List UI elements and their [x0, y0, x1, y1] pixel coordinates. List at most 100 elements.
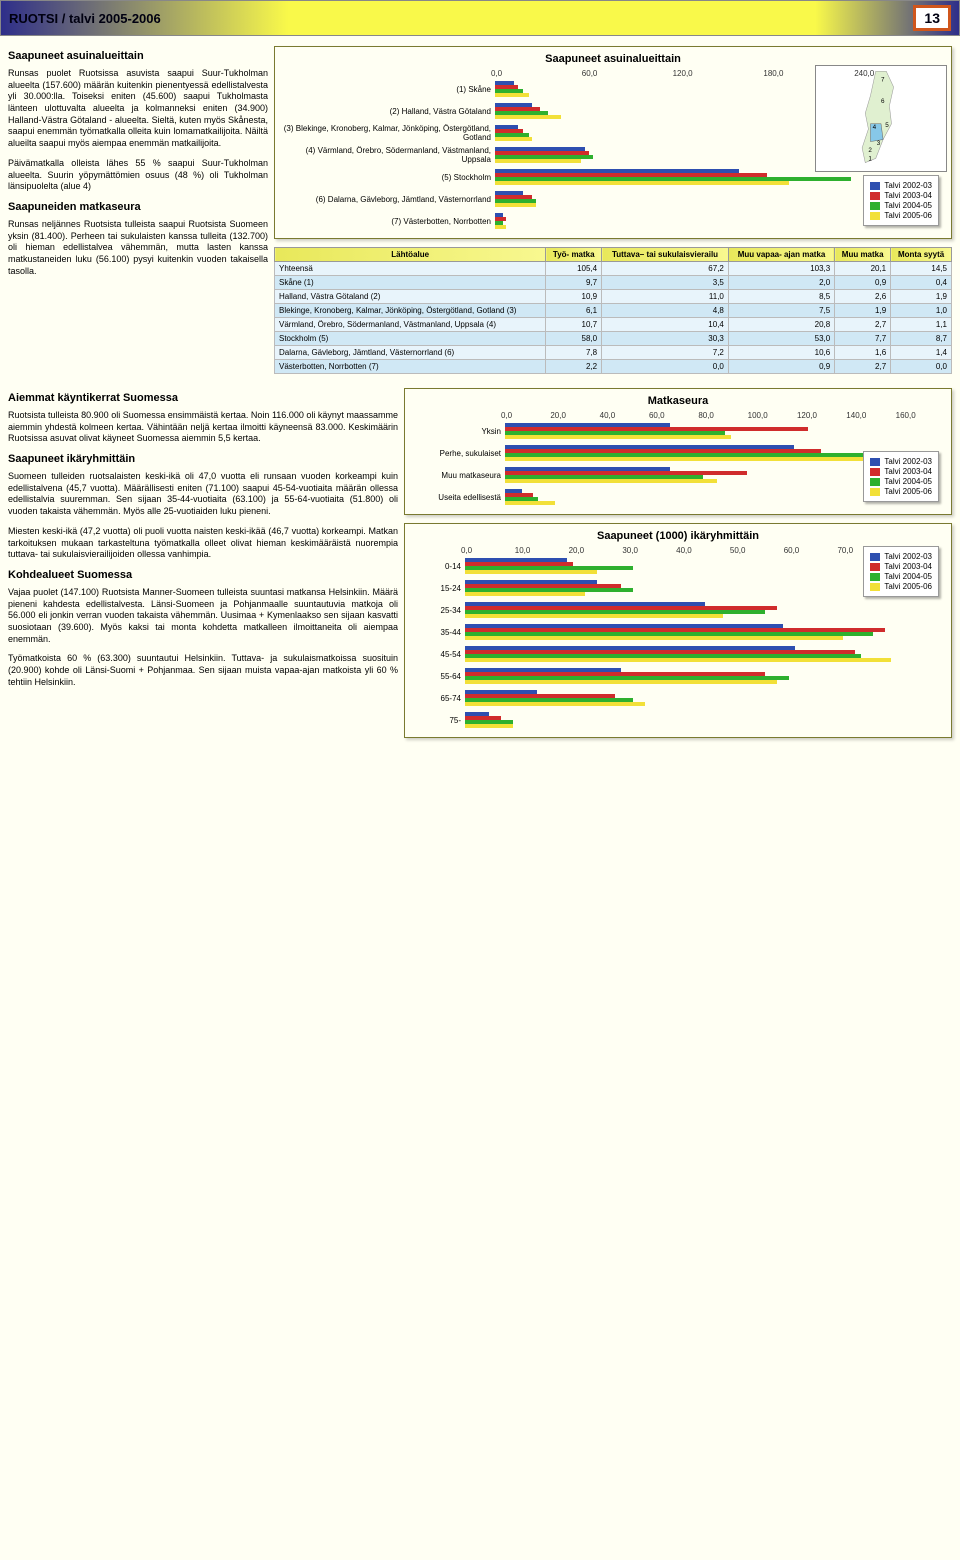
chart-travel-company: Matkaseura 0,020,040,060,080,0100,0120,0…: [404, 388, 952, 515]
legend-item: Talvi 2003-04: [870, 467, 932, 476]
axis-tick: 50,0: [730, 546, 784, 555]
legend-item: Talvi 2004-05: [870, 477, 932, 486]
table-row: Värmland, Örebro, Södermanland, Västmanl…: [275, 318, 952, 332]
axis-tick: 20,0: [569, 546, 623, 555]
table-cell: 1,9: [891, 290, 952, 304]
legend-item: Talvi 2005-06: [870, 211, 932, 220]
chart-row-label: 35-44: [411, 628, 465, 637]
chart-row: (7) Västerbotten, Norrbotten: [281, 210, 945, 232]
legend-item: Talvi 2005-06: [870, 582, 932, 591]
table-cell: 1,6: [835, 346, 891, 360]
table-cell: 10,9: [546, 290, 602, 304]
table-cell: 67,2: [602, 262, 729, 276]
table-cell: 0,0: [602, 360, 729, 374]
chart-row-label: (3) Blekinge, Kronoberg, Kalmar, Jönköpi…: [281, 124, 495, 142]
chart-title: Saapuneet asuinalueittain: [281, 53, 945, 65]
chart-row-label: Useita edellisestä: [411, 493, 505, 502]
axis-tick: 0,0: [501, 411, 550, 420]
chart-row-label: 65-74: [411, 694, 465, 703]
chart-row: Yksin: [411, 420, 945, 442]
table-cell: 2,7: [835, 360, 891, 374]
legend-item: Talvi 2004-05: [870, 572, 932, 581]
axis-tick: 60,0: [784, 546, 838, 555]
chart-row: 25-34: [411, 599, 945, 621]
table-cell: 10,7: [546, 318, 602, 332]
legend-item: Talvi 2003-04: [870, 191, 932, 200]
table-cell: Skåne (1): [275, 276, 546, 290]
table-cell: 9,7: [546, 276, 602, 290]
table-cell: Värmland, Örebro, Södermanland, Västmanl…: [275, 318, 546, 332]
axis-tick: 80,0: [698, 411, 747, 420]
table-cell: 10,4: [602, 318, 729, 332]
body-text: Päivämatkalla olleista lähes 55 % saapui…: [8, 158, 268, 193]
axis-tick: 30,0: [622, 546, 676, 555]
body-text: Miesten keski-ikä (47,2 vuotta) oli puol…: [8, 526, 398, 561]
axis-tick: 100,0: [748, 411, 797, 420]
axis-tick: 20,0: [550, 411, 599, 420]
chart-row: 35-44: [411, 621, 945, 643]
chart-row: 55-64: [411, 665, 945, 687]
section-heading: Aiemmat käyntikerrat Suomessa: [8, 392, 398, 404]
table-row: Skåne (1)9,73,52,00,90,4: [275, 276, 952, 290]
chart-row: (2) Halland, Västra Götaland: [281, 100, 945, 122]
legend-item: Talvi 2002-03: [870, 457, 932, 466]
table-cell: 2,2: [546, 360, 602, 374]
table-row: Dalarna, Gävleborg, Jämtland, Västernorr…: [275, 346, 952, 360]
table-cell: Blekinge, Kronoberg, Kalmar, Jönköping, …: [275, 304, 546, 318]
table-cell: 105,4: [546, 262, 602, 276]
table-cell: 11,0: [602, 290, 729, 304]
table-cell: 7,7: [835, 332, 891, 346]
table-header: Tuttava– tai sukulaisvierailu: [602, 248, 729, 262]
table-cell: 20,8: [728, 318, 834, 332]
table-row: Stockholm (5)58,030,353,07,78,7: [275, 332, 952, 346]
axis-tick: 60,0: [649, 411, 698, 420]
table-cell: 0,0: [891, 360, 952, 374]
axis-tick: 60,0: [582, 69, 673, 78]
section-heading: Saapuneiden matkaseura: [8, 201, 268, 213]
chart-row-label: (7) Västerbotten, Norrbotten: [281, 217, 495, 226]
body-text: Runsas neljännes Ruotsista tulleista saa…: [8, 219, 268, 277]
page-number: 13: [913, 5, 951, 31]
table-cell: 6,1: [546, 304, 602, 318]
table-row: Västerbotten, Norrbotten (7)2,20,00,92,7…: [275, 360, 952, 374]
axis-tick: 40,0: [600, 411, 649, 420]
chart-row-label: 15-24: [411, 584, 465, 593]
table-cell: 103,3: [728, 262, 834, 276]
table-cell: Yhteensä: [275, 262, 546, 276]
axis-tick: 0,0: [491, 69, 582, 78]
chart-row-label: 25-34: [411, 606, 465, 615]
table-cell: 7,5: [728, 304, 834, 318]
table-header: Työ- matka: [546, 248, 602, 262]
section-heading: Kohdealueet Suomessa: [8, 569, 398, 581]
table-header: Monta syytä: [891, 248, 952, 262]
table-cell: 1,9: [835, 304, 891, 318]
chart-row: (4) Värmland, Örebro, Södermanland, Väst…: [281, 144, 945, 166]
table-header: Muu matka: [835, 248, 891, 262]
table-cell: 8,7: [891, 332, 952, 346]
legend-item: Talvi 2003-04: [870, 562, 932, 571]
table-cell: 1,0: [891, 304, 952, 318]
table-cell: 30,3: [602, 332, 729, 346]
page-header: RUOTSI / talvi 2005-2006 13: [0, 0, 960, 36]
chart-arrivals-by-region: Saapuneet asuinalueittain 7 6 5 4 3 2 1 …: [274, 46, 952, 239]
chart-row-label: Yksin: [411, 427, 505, 436]
axis-tick: 120,0: [797, 411, 846, 420]
chart-row-label: 45-54: [411, 650, 465, 659]
body-text: Vajaa puolet (147.100) Ruotsista Manner-…: [8, 587, 398, 645]
body-text: Ruotsista tulleista 80.900 oli Suomessa …: [8, 410, 398, 445]
chart-row: 75-: [411, 709, 945, 731]
table-cell: Halland, Västra Götaland (2): [275, 290, 546, 304]
legend-item: Talvi 2005-06: [870, 487, 932, 496]
section-heading: Saapuneet asuinalueittain: [8, 50, 268, 62]
table-header: Muu vapaa- ajan matka: [728, 248, 834, 262]
table-cell: 20,1: [835, 262, 891, 276]
axis-tick: 120,0: [673, 69, 764, 78]
axis-tick: 40,0: [676, 546, 730, 555]
chart-row: (6) Dalarna, Gävleborg, Jämtland, Väster…: [281, 188, 945, 210]
chart-row-label: (4) Värmland, Örebro, Södermanland, Väst…: [281, 146, 495, 164]
chart-row-label: Muu matkaseura: [411, 471, 505, 480]
table-cell: 7,2: [602, 346, 729, 360]
chart-title: Saapuneet (1000) ikäryhmittäin: [411, 530, 945, 542]
table-cell: Västerbotten, Norrbotten (7): [275, 360, 546, 374]
chart-title: Matkaseura: [411, 395, 945, 407]
